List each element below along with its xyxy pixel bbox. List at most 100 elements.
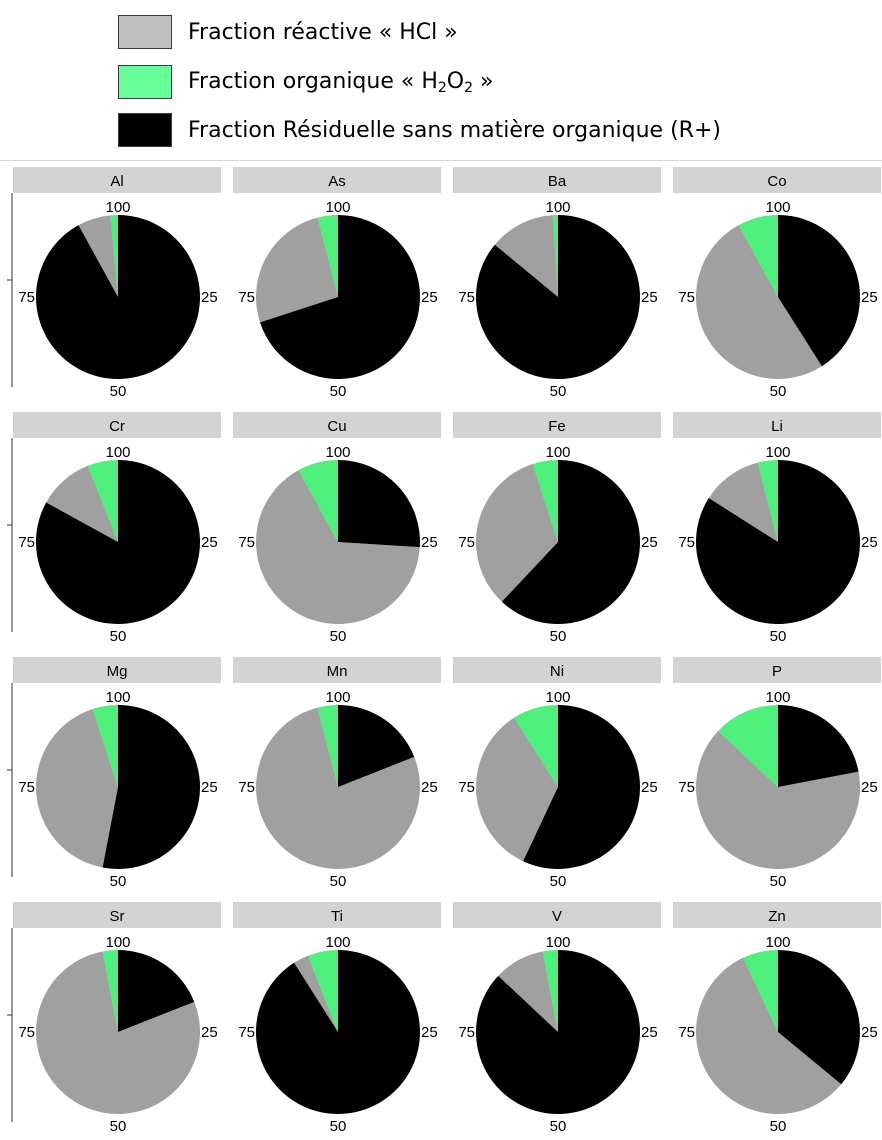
pie-slice-organic — [110, 215, 118, 297]
angular-tick-label: 50 — [550, 873, 567, 890]
angular-tick-label: 75 — [238, 534, 255, 551]
angular-tick-label: 25 — [201, 1024, 218, 1041]
pie-slice-organic — [552, 215, 558, 297]
angular-tick-label: 25 — [421, 1024, 438, 1041]
pie-slice-reactive — [256, 470, 420, 624]
panel-strip — [453, 902, 661, 928]
pie-slice-residual — [696, 460, 860, 624]
angular-tick-label: 75 — [18, 1024, 35, 1041]
chart-legend: Fraction réactive « HCl » Fraction organ… — [0, 0, 882, 160]
angular-tick-label: 75 — [458, 779, 475, 796]
panel-title: Ti — [331, 908, 343, 925]
angular-tick-label: 100 — [105, 934, 130, 951]
panel-title: Li — [771, 418, 783, 435]
angular-tick-label: 100 — [325, 689, 350, 706]
angular-tick-label: 25 — [861, 289, 878, 306]
pie-slice-organic — [92, 705, 118, 787]
angular-tick-label: 50 — [110, 383, 127, 400]
panel-strip — [233, 657, 441, 683]
panel-title: Ni — [550, 663, 564, 680]
pie-slice-residual — [778, 705, 859, 787]
angular-tick-label: 75 — [238, 779, 255, 796]
angular-tick-label: 25 — [641, 779, 658, 796]
pie-slice-reactive — [696, 730, 860, 869]
legend-label-residual: Fraction Résiduelle sans matière organiq… — [188, 117, 721, 143]
pie-slice-residual — [35, 214, 200, 379]
angular-tick-label: 75 — [238, 289, 255, 306]
pie-slice-organic — [743, 950, 778, 1032]
pie-slice-residual — [260, 215, 421, 379]
angular-tick-label: 75 — [238, 1024, 255, 1041]
angular-tick-label: 100 — [545, 444, 570, 461]
pie-slice-residual — [35, 460, 200, 624]
panel-strip — [13, 902, 221, 928]
angular-tick-label: 75 — [678, 1024, 695, 1041]
panel-strip — [673, 412, 881, 438]
panel-title: Cu — [327, 418, 346, 435]
pie-slice-reactive — [36, 709, 118, 868]
legend-label-organic: Fraction organique « H2O2 » — [188, 68, 494, 96]
panel-title: P — [772, 663, 782, 680]
pie-slice-reactive — [35, 951, 201, 1114]
angular-tick-label: 25 — [421, 534, 438, 551]
angular-tick-label: 100 — [765, 199, 790, 216]
angular-tick-label: 50 — [110, 1118, 127, 1135]
angular-tick-label: 100 — [325, 444, 350, 461]
angular-tick-label: 50 — [330, 873, 347, 890]
pie-slice-reactive — [708, 462, 778, 542]
angular-tick-label: 25 — [641, 534, 658, 551]
panel-title: Zn — [768, 908, 786, 925]
angular-tick-label: 25 — [201, 779, 218, 796]
angular-tick-label: 25 — [861, 1024, 878, 1041]
angular-tick-label: 75 — [458, 534, 475, 551]
angular-tick-label: 50 — [330, 1118, 347, 1135]
legend-item-residual: Fraction Résiduelle sans matière organiq… — [118, 110, 721, 150]
pie-slice-residual — [501, 460, 640, 624]
pie-slice-residual — [255, 950, 420, 1114]
panel-strip — [453, 167, 661, 193]
pie-slice-organic — [718, 705, 778, 787]
legend-swatch-organic — [118, 65, 172, 99]
panel-title: As — [328, 173, 346, 190]
legend-swatch-residual — [118, 113, 172, 147]
angular-tick-label: 25 — [861, 534, 878, 551]
panel-strip — [453, 657, 661, 683]
panel-strip — [233, 412, 441, 438]
pie-slice-residual — [778, 950, 861, 1085]
panel-title: Cr — [109, 418, 125, 435]
pie-slice-organic — [317, 215, 338, 297]
angular-tick-label: 100 — [765, 444, 790, 461]
pie-slice-reactive — [78, 215, 118, 297]
pie-slice-reactive — [696, 957, 842, 1114]
legend-swatch-reactive — [118, 15, 172, 49]
pie-slice-organic — [757, 460, 778, 542]
pie-slice-reactive — [256, 217, 338, 323]
panel-title: Co — [767, 173, 786, 190]
pie-slice-organic — [514, 705, 558, 787]
legend-label-reactive: Fraction réactive « HCl » — [188, 19, 458, 45]
angular-tick-label: 75 — [458, 289, 475, 306]
pie-slice-organic — [307, 950, 338, 1032]
panel-strip — [673, 902, 881, 928]
angular-tick-label: 25 — [201, 534, 218, 551]
pie-slice-reactive — [255, 707, 420, 869]
panel-strip — [673, 657, 881, 683]
angular-tick-label: 50 — [770, 383, 787, 400]
panel-strip — [13, 167, 221, 193]
angular-tick-label: 50 — [330, 383, 347, 400]
panel-strip — [13, 657, 221, 683]
angular-tick-label: 75 — [678, 534, 695, 551]
panel-strip — [233, 167, 441, 193]
angular-tick-label: 25 — [641, 289, 658, 306]
panel-title: Mn — [327, 663, 348, 680]
angular-tick-label: 100 — [325, 934, 350, 951]
pie-slice-organic — [532, 460, 558, 542]
angular-tick-label: 25 — [421, 779, 438, 796]
pie-slice-organic — [738, 215, 778, 297]
panel-title: Ba — [548, 173, 567, 190]
angular-tick-label: 50 — [770, 873, 787, 890]
legend-item-reactive: Fraction réactive « HCl » — [118, 12, 458, 52]
angular-tick-label: 100 — [105, 444, 130, 461]
angular-tick-label: 25 — [201, 289, 218, 306]
